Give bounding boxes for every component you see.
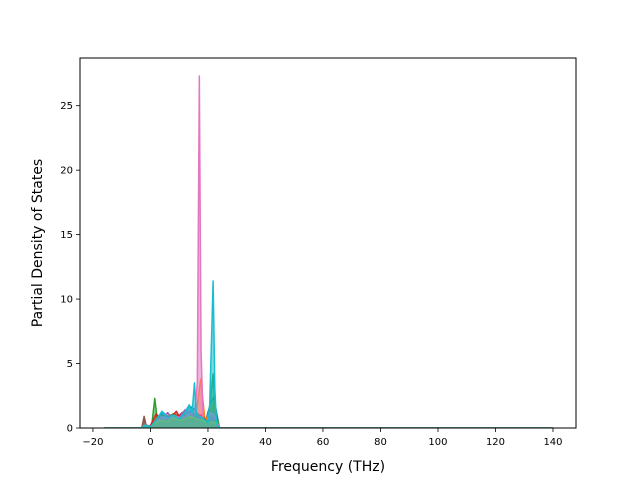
x-tick-label: 0 xyxy=(147,437,153,448)
x-tick-label: 80 xyxy=(374,437,387,448)
x-tick-label: 60 xyxy=(317,437,330,448)
plot-frame xyxy=(79,57,577,429)
y-tick-label: 0 xyxy=(67,424,73,435)
y-tick-label: 10 xyxy=(60,295,73,306)
plot-area xyxy=(80,58,576,428)
y-tick-label: 15 xyxy=(60,230,73,241)
ticks-layer: −20 0 20 40 60 80 100 120 140 0 5 10 15 20 25 xyxy=(60,101,562,448)
x-tick-label: 20 xyxy=(202,437,215,448)
series-9-line xyxy=(104,280,553,428)
x-axis-title: Frequency (THz) xyxy=(271,459,385,475)
x-tick-label: −20 xyxy=(82,437,103,448)
y-axis-title: Partial Density of States xyxy=(30,159,46,327)
x-tick-label: 120 xyxy=(486,437,505,448)
y-tick-label: 25 xyxy=(60,101,73,112)
x-tick-label: 40 xyxy=(259,437,272,448)
y-tick-label: 5 xyxy=(67,359,73,370)
x-tick-label: 140 xyxy=(543,437,562,448)
x-tick-label: 100 xyxy=(428,437,447,448)
y-tick-label: 20 xyxy=(60,166,73,177)
series-layer xyxy=(104,75,553,428)
